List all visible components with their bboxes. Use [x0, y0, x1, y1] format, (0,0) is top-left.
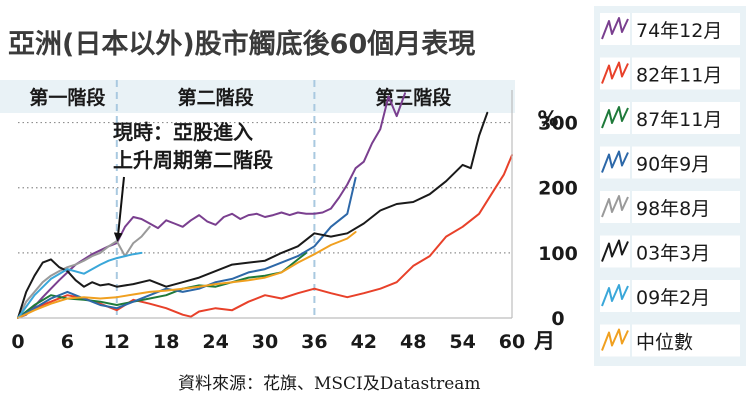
series-line-8 — [17, 231, 357, 319]
x-tick-60: 60 — [499, 331, 525, 353]
legend-label-1: 74年12月 — [636, 20, 722, 42]
legend-label-6: 03年3月 — [636, 243, 710, 265]
legend-swatch-2 — [601, 61, 629, 84]
legend-label-bg-8 — [632, 324, 740, 357]
series-line-4 — [17, 176, 357, 319]
series-line-5 — [17, 225, 151, 319]
y-tick-100: 100 — [538, 243, 578, 265]
legend-label-bg-5 — [632, 191, 740, 223]
x-tick-12: 12 — [104, 331, 130, 353]
annotation-arrow — [113, 176, 125, 242]
y-tick-0: 0 — [551, 308, 564, 330]
y-tick-300: 300 — [538, 113, 578, 135]
legend-label-3: 87年11月 — [636, 109, 722, 131]
legend-swatch-7 — [601, 284, 629, 307]
legend-swatch-1 — [601, 17, 629, 40]
y-axis-unit: % — [537, 107, 558, 131]
legend-label-bg-4 — [632, 146, 740, 179]
legend: 74年12月 82年11月 87年11月 90年9月 98年8月 03年3月 09年2月中位… — [594, 6, 746, 366]
x-tick-42: 42 — [351, 331, 377, 353]
x-axis-unit: 月 — [533, 329, 555, 353]
legend-swatch-8 — [601, 328, 629, 351]
series-lines — [17, 92, 513, 319]
legend-label-bg-3 — [632, 102, 740, 134]
phase-dividers: 第一階段 第二階段 第三階段 — [29, 80, 452, 318]
x-tick-54: 54 — [449, 331, 475, 353]
phase-label-2: 第二階段 — [178, 86, 255, 109]
legend-swatch-4 — [601, 150, 629, 173]
x-tick-30: 30 — [252, 331, 278, 353]
series-line-6 — [17, 111, 489, 319]
legend-swatch-3 — [601, 106, 629, 129]
legend-label-8: 中位數 — [636, 332, 693, 354]
legend-label-bg-6 — [632, 235, 740, 268]
series-line-7 — [17, 251, 143, 319]
legend-label-2: 82年11月 — [636, 65, 722, 87]
y-tick-200: 200 — [538, 178, 578, 200]
legend-label-4: 90年9月 — [636, 154, 710, 176]
legend-label-bg-1 — [632, 13, 740, 45]
legend-swatch-5 — [601, 195, 629, 218]
x-tick-6: 6 — [61, 331, 74, 353]
legend-swatch-6 — [601, 239, 629, 262]
x-tick-24: 24 — [202, 331, 228, 353]
annotation-line-2: 上升周期第二階段 — [113, 148, 273, 172]
source-note: 資料來源：花旗、MSCI及Datastream — [178, 374, 481, 394]
legend-label-bg-2 — [632, 57, 740, 90]
x-tick-0: 0 — [11, 331, 24, 353]
x-tick-18: 18 — [153, 331, 179, 353]
series-line-2 — [17, 154, 513, 319]
phase-label-3: 第三階段 — [375, 86, 452, 109]
phase-label-1: 第一階段 — [29, 86, 106, 109]
x-tick-48: 48 — [400, 331, 426, 353]
legend-label-bg-7 — [632, 280, 740, 312]
chart-title: 亞洲(日本以外)股市觸底後60個月表現 — [8, 28, 475, 60]
legend-label-5: 98年8月 — [636, 198, 710, 220]
x-tick-36: 36 — [301, 331, 327, 353]
annotation-line-1: 現時：亞股進入 — [113, 120, 253, 144]
legend-label-7: 09年2月 — [636, 287, 710, 309]
phase-label-band — [0, 80, 515, 113]
